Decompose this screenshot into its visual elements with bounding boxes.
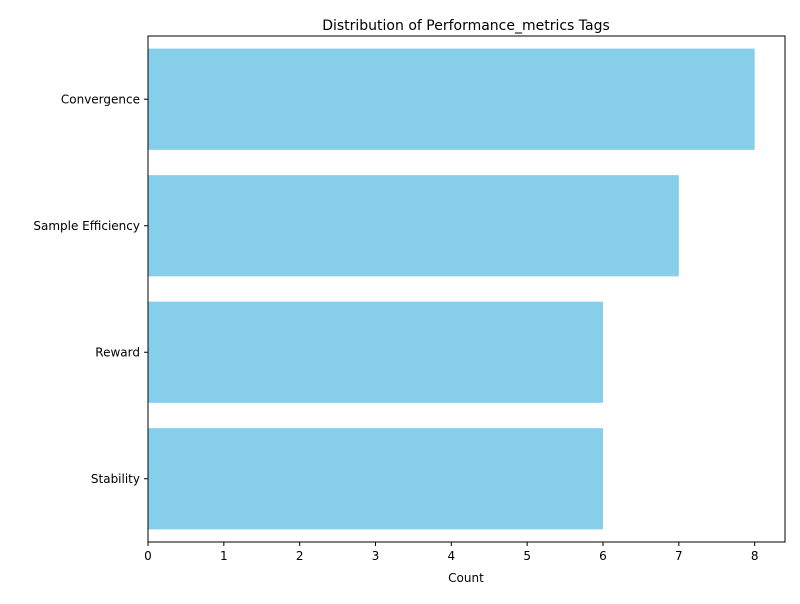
y-tick-label: Convergence xyxy=(61,92,140,106)
x-axis-ticks: 0 1 2 3 4 5 6 7 8 xyxy=(144,542,758,563)
x-tick-label: 3 xyxy=(372,549,380,563)
y-tick-label: Stability xyxy=(91,472,140,486)
x-tick-label: 0 xyxy=(144,549,152,563)
x-axis-label: Count xyxy=(448,571,484,585)
x-tick-label: 7 xyxy=(675,549,683,563)
chart-title: Distribution of Performance_metrics Tags xyxy=(322,18,610,34)
x-tick-label: 4 xyxy=(448,549,456,563)
bars-layer xyxy=(148,48,755,530)
y-tick-label: Reward xyxy=(95,345,140,359)
bar-sample-efficiency xyxy=(148,175,679,277)
x-tick-label: 8 xyxy=(751,549,759,563)
x-tick-label: 1 xyxy=(220,549,228,563)
plot-frame xyxy=(147,35,786,543)
x-tick-label: 2 xyxy=(296,549,304,563)
bar-reward xyxy=(148,301,603,403)
bar-convergence xyxy=(148,48,755,150)
y-axis-ticks: Convergence Sample Efficiency Reward Stabil… xyxy=(33,92,148,486)
bar-stability xyxy=(148,428,603,530)
x-tick-label: 6 xyxy=(599,549,607,563)
x-tick-label: 5 xyxy=(523,549,531,563)
y-tick-label: Sample Efficiency xyxy=(33,219,140,233)
